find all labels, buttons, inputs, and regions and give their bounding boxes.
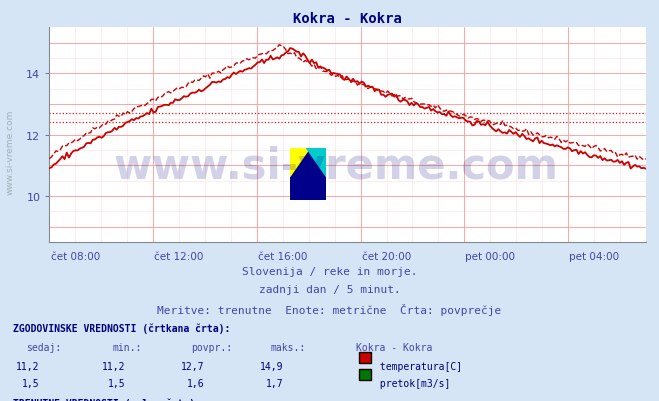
Text: čet 08:00: čet 08:00 [51,251,100,261]
Text: čet 16:00: čet 16:00 [258,251,308,261]
Polygon shape [290,148,310,177]
Text: temperatura[C]: temperatura[C] [374,361,463,371]
Text: čet 12:00: čet 12:00 [154,251,204,261]
Text: ZGODOVINSKE VREDNOSTI (črtkana črta):: ZGODOVINSKE VREDNOSTI (črtkana črta): [13,323,231,333]
Text: zadnji dan / 5 minut.: zadnji dan / 5 minut. [258,285,401,295]
Text: 11,2: 11,2 [101,361,125,371]
Text: povpr.:: povpr.: [191,342,232,352]
Text: pretok[m3/s]: pretok[m3/s] [374,378,451,388]
Text: 11,2: 11,2 [16,361,40,371]
Text: min.:: min.: [112,342,142,352]
Text: 1,5: 1,5 [107,378,125,388]
Text: www.si-vreme.com: www.si-vreme.com [5,110,14,195]
Text: Slovenija / reke in morje.: Slovenija / reke in morje. [242,267,417,277]
Polygon shape [306,148,326,177]
Text: 1,7: 1,7 [266,378,283,388]
Text: Meritve: trenutne  Enote: metrične  Črta: povprečje: Meritve: trenutne Enote: metrične Črta: … [158,303,501,315]
Text: www.si-vreme.com: www.si-vreme.com [113,145,559,187]
Text: maks.:: maks.: [270,342,305,352]
Text: pet 04:00: pet 04:00 [569,251,619,261]
Text: sedaj:: sedaj: [26,342,61,352]
Text: pet 00:00: pet 00:00 [465,251,515,261]
Text: 12,7: 12,7 [181,361,204,371]
Text: Kokra - Kokra: Kokra - Kokra [356,342,432,352]
Text: 1,6: 1,6 [186,378,204,388]
Text: 14,9: 14,9 [260,361,283,371]
Text: 1,5: 1,5 [22,378,40,388]
Text: čet 20:00: čet 20:00 [362,251,411,261]
Title: Kokra - Kokra: Kokra - Kokra [293,12,402,26]
Text: TRENUTNE VREDNOSTI (polna črta):: TRENUTNE VREDNOSTI (polna črta): [13,397,201,401]
